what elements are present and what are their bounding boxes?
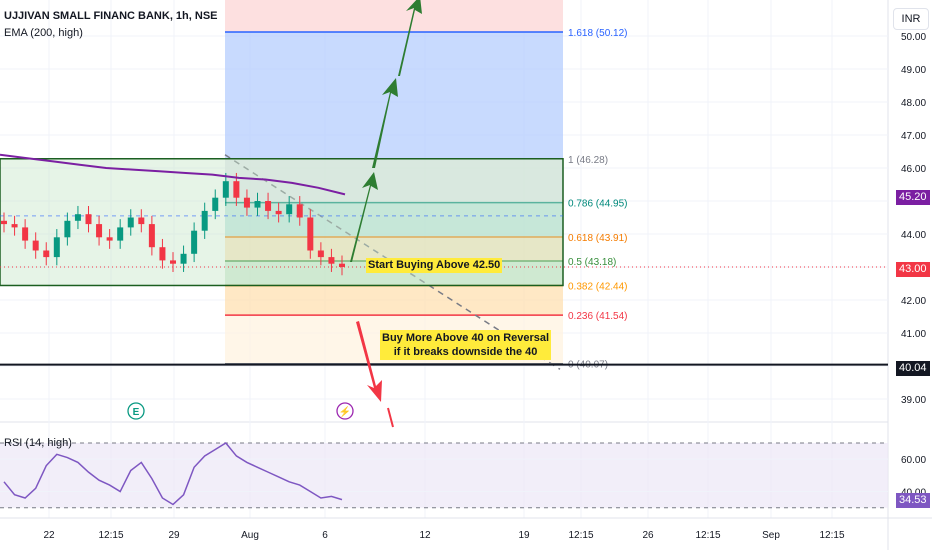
- price-tick-label: 39.00: [901, 395, 926, 406]
- candle-body: [106, 237, 113, 241]
- earnings-icon: [127, 402, 145, 420]
- fib-level-label: 1.618 (50.12): [568, 28, 628, 39]
- candle-body: [170, 260, 176, 264]
- price-tick-label: 41.00: [901, 329, 926, 340]
- candle-body: [339, 263, 345, 267]
- price-tick-label: 42.00: [901, 296, 926, 307]
- candle-body: [328, 257, 335, 264]
- rsi-line: [3, 442, 343, 506]
- price-tick-label: 47.00: [901, 131, 926, 142]
- candle-body: [1, 220, 7, 225]
- up-arrow-1: [350, 172, 378, 262]
- buy-more-line2: if it breaks downside the 40: [393, 346, 538, 358]
- candle-body: [275, 210, 282, 215]
- up-arrow-2: [372, 78, 398, 168]
- time-tick-label: 12: [419, 530, 431, 541]
- candle-body: [53, 237, 60, 258]
- time-tick-label: 6: [322, 530, 328, 541]
- candle-body: [43, 250, 50, 258]
- dividend-icon: [336, 402, 354, 420]
- price-tick-label: 48.00: [901, 98, 926, 109]
- candle-body: [180, 253, 187, 264]
- forecast-arrows: [350, 0, 422, 428]
- price-tick-label: 49.00: [901, 65, 926, 76]
- dividend-icon-glyph: ⚡: [339, 405, 351, 418]
- candle-body: [96, 224, 103, 238]
- fib-zone: [225, 32, 563, 159]
- candle-body: [148, 224, 155, 248]
- start-buying-note[interactable]: Start Buying Above 42.50: [366, 258, 503, 273]
- candle-body: [32, 240, 39, 251]
- price-tick-label: 46.00: [901, 164, 926, 175]
- candle-body: [11, 224, 18, 228]
- fib-zone: [225, 202, 563, 237]
- ema-price-badge: 45.20: [896, 190, 930, 205]
- candle-body: [138, 217, 145, 225]
- earnings-icon-glyph: E: [133, 407, 140, 418]
- candle-body: [191, 230, 198, 254]
- ema-200-line: [0, 153, 346, 196]
- candle-body: [127, 217, 134, 228]
- fibonacci-extension: 1.618 (50.12) 1 (46.28) 0.786 (44.95) 0.618…: [224, 0, 628, 371]
- price-tick-label: 50.00: [901, 32, 926, 43]
- time-tick-label: 12:15: [98, 530, 123, 541]
- candle-body: [74, 214, 81, 221]
- time-tick-label: Sep: [762, 530, 780, 541]
- ema-legend[interactable]: EMA (200, high): [4, 27, 83, 39]
- symbol-title[interactable]: UJJIVAN SMALL FINANC BANK, 1h, NSE: [4, 10, 218, 22]
- time-tick-label: 12:15: [568, 530, 593, 541]
- candle-body: [317, 250, 324, 258]
- rsi-tick-label: 60.00: [901, 455, 926, 466]
- time-tick-label: Aug: [241, 530, 259, 541]
- rsi-legend[interactable]: RSI (14, high): [4, 437, 72, 449]
- candle-body: [64, 220, 71, 238]
- buy-more-line1: Buy More Above 40 on Reversal: [382, 332, 550, 344]
- candle-body: [265, 201, 272, 211]
- candle-body: [212, 197, 219, 211]
- time-tick-label: 12:15: [695, 530, 720, 541]
- down-arrow-dash: [387, 407, 394, 428]
- fib-zone: [225, 285, 563, 316]
- time-tick-label: 29: [168, 530, 180, 541]
- candle-body: [254, 201, 261, 208]
- time-axis: 22 12:15 29 Aug 6 12 19 12:15 26 12:15 Sep 12:15: [0, 517, 932, 541]
- candle-body: [201, 210, 208, 231]
- currency-selector[interactable]: INR: [893, 8, 929, 30]
- candle-body: [307, 217, 314, 251]
- candle-body: [159, 247, 166, 261]
- fib-level-label: 0.236 (41.54): [568, 311, 628, 322]
- candle-body: [22, 227, 29, 241]
- fib-level-label: 0.5 (43.18): [568, 257, 616, 268]
- buy-more-note[interactable]: Buy More Above 40 on Reversal if it brea…: [380, 330, 552, 360]
- candle-body: [243, 197, 250, 208]
- support-price-badge: 40.04: [896, 361, 930, 376]
- candle-body: [296, 204, 303, 218]
- up-arrow-3: [398, 0, 422, 76]
- down-arrow: [356, 321, 382, 402]
- fib-level-label: 0.786 (44.95): [568, 199, 628, 210]
- fib-level-label: 1 (46.28): [568, 155, 608, 166]
- candlesticks: [1, 172, 345, 276]
- rsi-value-badge: 34.53: [896, 493, 930, 508]
- price-tick-label: 44.00: [901, 230, 926, 241]
- price-axis: 39.0040.0041.0042.0043.0044.0045.0046.00…: [901, 32, 926, 406]
- candle-body: [85, 214, 92, 225]
- time-tick-label: 19: [518, 530, 530, 541]
- fib-level-label: 0.382 (42.44): [568, 281, 628, 292]
- fib-level-label: 0.618 (43.91): [568, 233, 628, 244]
- last-price-badge: 43.00: [896, 262, 930, 277]
- candle-body: [233, 181, 240, 198]
- time-tick-label: 22: [43, 530, 55, 541]
- time-tick-label: 26: [642, 530, 654, 541]
- fib-zone: [225, 0, 563, 33]
- time-tick-label: 12:15: [819, 530, 844, 541]
- fib-zone: [225, 236, 563, 262]
- ema-line: [0, 153, 346, 196]
- candle-body: [117, 227, 124, 241]
- candle-body: [286, 204, 293, 215]
- candle-body: [222, 181, 229, 198]
- rsi-band: [0, 443, 888, 508]
